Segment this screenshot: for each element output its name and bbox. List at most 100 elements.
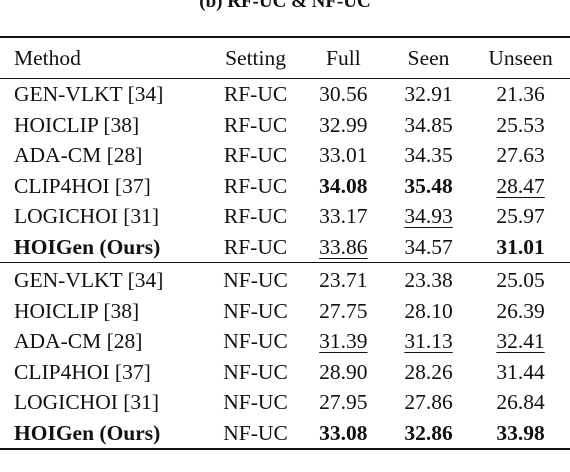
cell-setting-text: NF-UC: [223, 390, 288, 415]
cell-setting: NF-UC: [210, 387, 300, 418]
cell-method: CLIP4HOI [37]: [0, 357, 210, 388]
header-seen: Seen: [385, 36, 472, 79]
cell-unseen: 32.41: [471, 326, 570, 357]
cell-full-text: 33.86: [319, 234, 368, 259]
cell-seen: 31.13: [386, 326, 471, 357]
cell-seen-text: 34.35: [404, 143, 453, 168]
cell-full-text: 33.01: [319, 143, 368, 168]
table-row: ADA-CM [28] RF-UC 33.01 34.35 27.63: [0, 140, 570, 171]
header-setting: Setting: [210, 36, 301, 79]
cell-setting: RF-UC: [210, 140, 300, 171]
cell-method-text: HOIGen (Ours): [14, 420, 161, 445]
table-row: CLIP4HOI [37] NF-UC 28.90 28.26 31.44: [0, 357, 570, 388]
cell-full: 33.86: [301, 232, 386, 263]
cell-full-text: 27.95: [319, 390, 368, 415]
cell-method: HOICLIP [38]: [0, 296, 210, 327]
cell-method: HOIGen (Ours): [0, 417, 211, 450]
cell-full-text: 31.39: [319, 329, 368, 354]
cell-unseen-text: 26.39: [496, 298, 545, 323]
cell-setting-text: RF-UC: [223, 143, 288, 168]
cell-method: CLIP4HOI [37]: [0, 171, 210, 202]
cell-method: GEN-VLKT [34]: [0, 79, 210, 110]
table-row: HOIGen (Ours) RF-UC 33.86 34.57 31.01: [0, 232, 570, 263]
cell-full: 27.95: [301, 387, 386, 418]
header-unseen: Unseen: [471, 36, 570, 79]
cell-method-text: CLIP4HOI [37]: [14, 173, 151, 198]
cell-method: ADA-CM [28]: [0, 326, 210, 357]
cell-seen: 28.10: [386, 296, 471, 327]
cell-setting-text: RF-UC: [223, 204, 288, 229]
cell-setting: RF-UC: [210, 171, 300, 202]
cell-seen-text: 34.57: [404, 234, 453, 259]
cell-full-text: 32.99: [319, 112, 368, 137]
cell-method-text: HOICLIP [38]: [14, 298, 140, 323]
cell-method-text: LOGICHOI [31]: [14, 390, 160, 415]
cell-full-text: 27.75: [319, 298, 368, 323]
cell-unseen-text: 26.84: [496, 390, 545, 415]
header-method: Method: [0, 36, 211, 79]
cell-unseen-text: 28.47: [496, 173, 545, 198]
cell-seen: 27.86: [386, 387, 471, 418]
cell-method-text: GEN-VLKT [34]: [14, 268, 164, 293]
cell-method-text: CLIP4HOI [37]: [14, 359, 151, 384]
cell-seen-text: 34.93: [404, 204, 453, 229]
cell-unseen-text: 25.97: [496, 204, 545, 229]
cell-full-text: 30.56: [319, 82, 368, 107]
cell-full-text: 23.71: [319, 268, 368, 293]
cell-full: 33.01: [301, 140, 386, 171]
header-row: Method Setting Full Seen Unseen: [0, 36, 570, 79]
cell-setting: RF-UC: [210, 110, 300, 141]
cell-method: LOGICHOI [31]: [0, 387, 210, 418]
cell-seen-text: 32.86: [404, 420, 453, 445]
cell-seen-text: 23.38: [404, 268, 453, 293]
cell-seen: 34.85: [386, 110, 471, 141]
cell-unseen-text: 27.63: [496, 143, 545, 168]
cell-setting-text: NF-UC: [223, 359, 288, 384]
cell-full-text: 28.90: [319, 359, 368, 384]
cell-full: 30.56: [301, 79, 386, 110]
rf-uc-block: GEN-VLKT [34] RF-UC 30.56 32.91 21.36 HOICLIP…: [0, 79, 570, 263]
cell-seen: 32.86: [385, 417, 472, 450]
cell-full: 27.75: [301, 296, 386, 327]
cell-method: GEN-VLKT [34]: [0, 262, 211, 296]
cell-method: HOICLIP [38]: [0, 110, 210, 141]
cell-unseen: 31.44: [471, 357, 570, 388]
cell-setting: RF-UC: [210, 232, 300, 263]
cell-seen-text: 32.91: [404, 82, 453, 107]
cell-seen: 34.35: [386, 140, 471, 171]
cell-method-text: HOICLIP [38]: [14, 112, 140, 137]
nf-uc-block: GEN-VLKT [34] NF-UC 23.71 23.38 25.05 HOICLIP…: [0, 262, 570, 450]
cell-setting: NF-UC: [210, 296, 300, 327]
cell-unseen: 31.01: [471, 232, 570, 263]
cell-seen-text: 28.26: [404, 359, 453, 384]
cell-setting-text: NF-UC: [223, 298, 288, 323]
cell-setting-text: RF-UC: [223, 234, 288, 259]
table-row: GEN-VLKT [34] NF-UC 23.71 23.38 25.05: [0, 262, 570, 296]
cell-unseen-text: 25.53: [496, 112, 545, 137]
cell-setting: NF-UC: [210, 262, 301, 296]
cell-unseen: 28.47: [471, 171, 570, 202]
cell-setting: NF-UC: [210, 357, 300, 388]
cell-seen-text: 27.86: [404, 390, 453, 415]
table-row: HOICLIP [38] NF-UC 27.75 28.10 26.39: [0, 296, 570, 327]
cell-seen: 32.91: [386, 79, 471, 110]
cell-full-text: 33.08: [319, 420, 368, 445]
table-caption: (b) RF-UC & NF-UC: [199, 0, 371, 12]
cell-unseen-text: 31.01: [496, 234, 545, 259]
cell-full: 23.71: [300, 262, 386, 296]
cell-full: 28.90: [301, 357, 386, 388]
table-row: LOGICHOI [31] NF-UC 27.95 27.86 26.84: [0, 387, 570, 418]
cell-seen-text: 28.10: [404, 298, 453, 323]
cell-unseen-text: 32.41: [496, 329, 545, 354]
cell-seen-text: 34.85: [404, 112, 453, 137]
cell-setting: RF-UC: [210, 79, 300, 110]
table-header: Method Setting Full Seen Unseen: [0, 36, 570, 79]
cell-method-text: GEN-VLKT [34]: [14, 82, 164, 107]
cell-setting-text: NF-UC: [223, 268, 288, 293]
cell-setting: NF-UC: [210, 326, 300, 357]
table-row: HOICLIP [38] RF-UC 32.99 34.85 25.53: [0, 110, 570, 141]
cell-unseen-text: 31.44: [496, 359, 545, 384]
cell-seen: 28.26: [386, 357, 471, 388]
table-row: LOGICHOI [31] RF-UC 33.17 34.93 25.97: [0, 201, 570, 232]
cell-seen-text: 35.48: [404, 173, 453, 198]
